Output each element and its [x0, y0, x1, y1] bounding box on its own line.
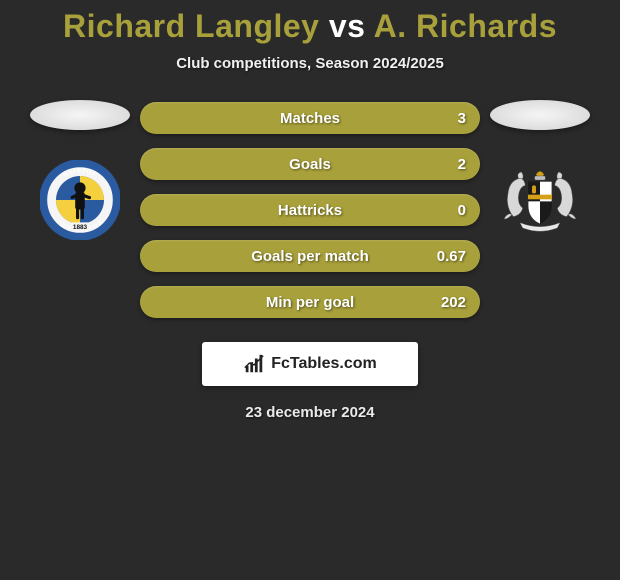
- stat-bar: Goals 2: [140, 148, 480, 180]
- stat-bars: Matches 3 Goals 2 Hattricks 0 Goals per match 0…: [140, 100, 480, 318]
- stat-label: Hattricks: [278, 202, 342, 219]
- stat-value-right: 2: [458, 156, 466, 173]
- page-title: Richard Langley vs A. Richards: [63, 8, 557, 45]
- player1-name: Richard Langley: [63, 8, 319, 44]
- player2-photo: [490, 100, 590, 130]
- comparison-card: Richard Langley vs A. Richards Club comp…: [0, 0, 620, 421]
- left-column: BRISTOL ROVERS F.C. 1883: [20, 100, 140, 240]
- stat-bar: Min per goal 202: [140, 286, 480, 318]
- stat-bar: Goals per match 0.67: [140, 240, 480, 272]
- player1-crest: BRISTOL ROVERS F.C. 1883: [40, 160, 120, 240]
- stat-label: Min per goal: [266, 294, 354, 311]
- chart-icon: [243, 353, 265, 375]
- brand-box[interactable]: FcTables.com: [202, 342, 418, 386]
- stat-label: Matches: [280, 110, 340, 127]
- brand-text: FcTables.com: [271, 355, 377, 373]
- svg-text:1883: 1883: [73, 224, 88, 231]
- stat-value-right: 0: [458, 202, 466, 219]
- date: 23 december 2024: [245, 404, 374, 421]
- player2-crest: [500, 160, 580, 240]
- right-column: [480, 100, 600, 240]
- stat-bar: Matches 3: [140, 102, 480, 134]
- stat-bar: Hattricks 0: [140, 194, 480, 226]
- stat-value-right: 3: [458, 110, 466, 127]
- player1-photo: [30, 100, 130, 130]
- player2-name: A. Richards: [374, 8, 557, 44]
- stat-value-right: 202: [441, 294, 466, 311]
- subtitle: Club competitions, Season 2024/2025: [176, 55, 444, 72]
- stat-label: Goals per match: [251, 248, 369, 265]
- stat-label: Goals: [289, 156, 331, 173]
- stat-value-right: 0.67: [437, 248, 466, 265]
- vs-label: vs: [329, 8, 366, 44]
- stats-area: BRISTOL ROVERS F.C. 1883 Matches 3 Goals 2 H…: [0, 100, 620, 318]
